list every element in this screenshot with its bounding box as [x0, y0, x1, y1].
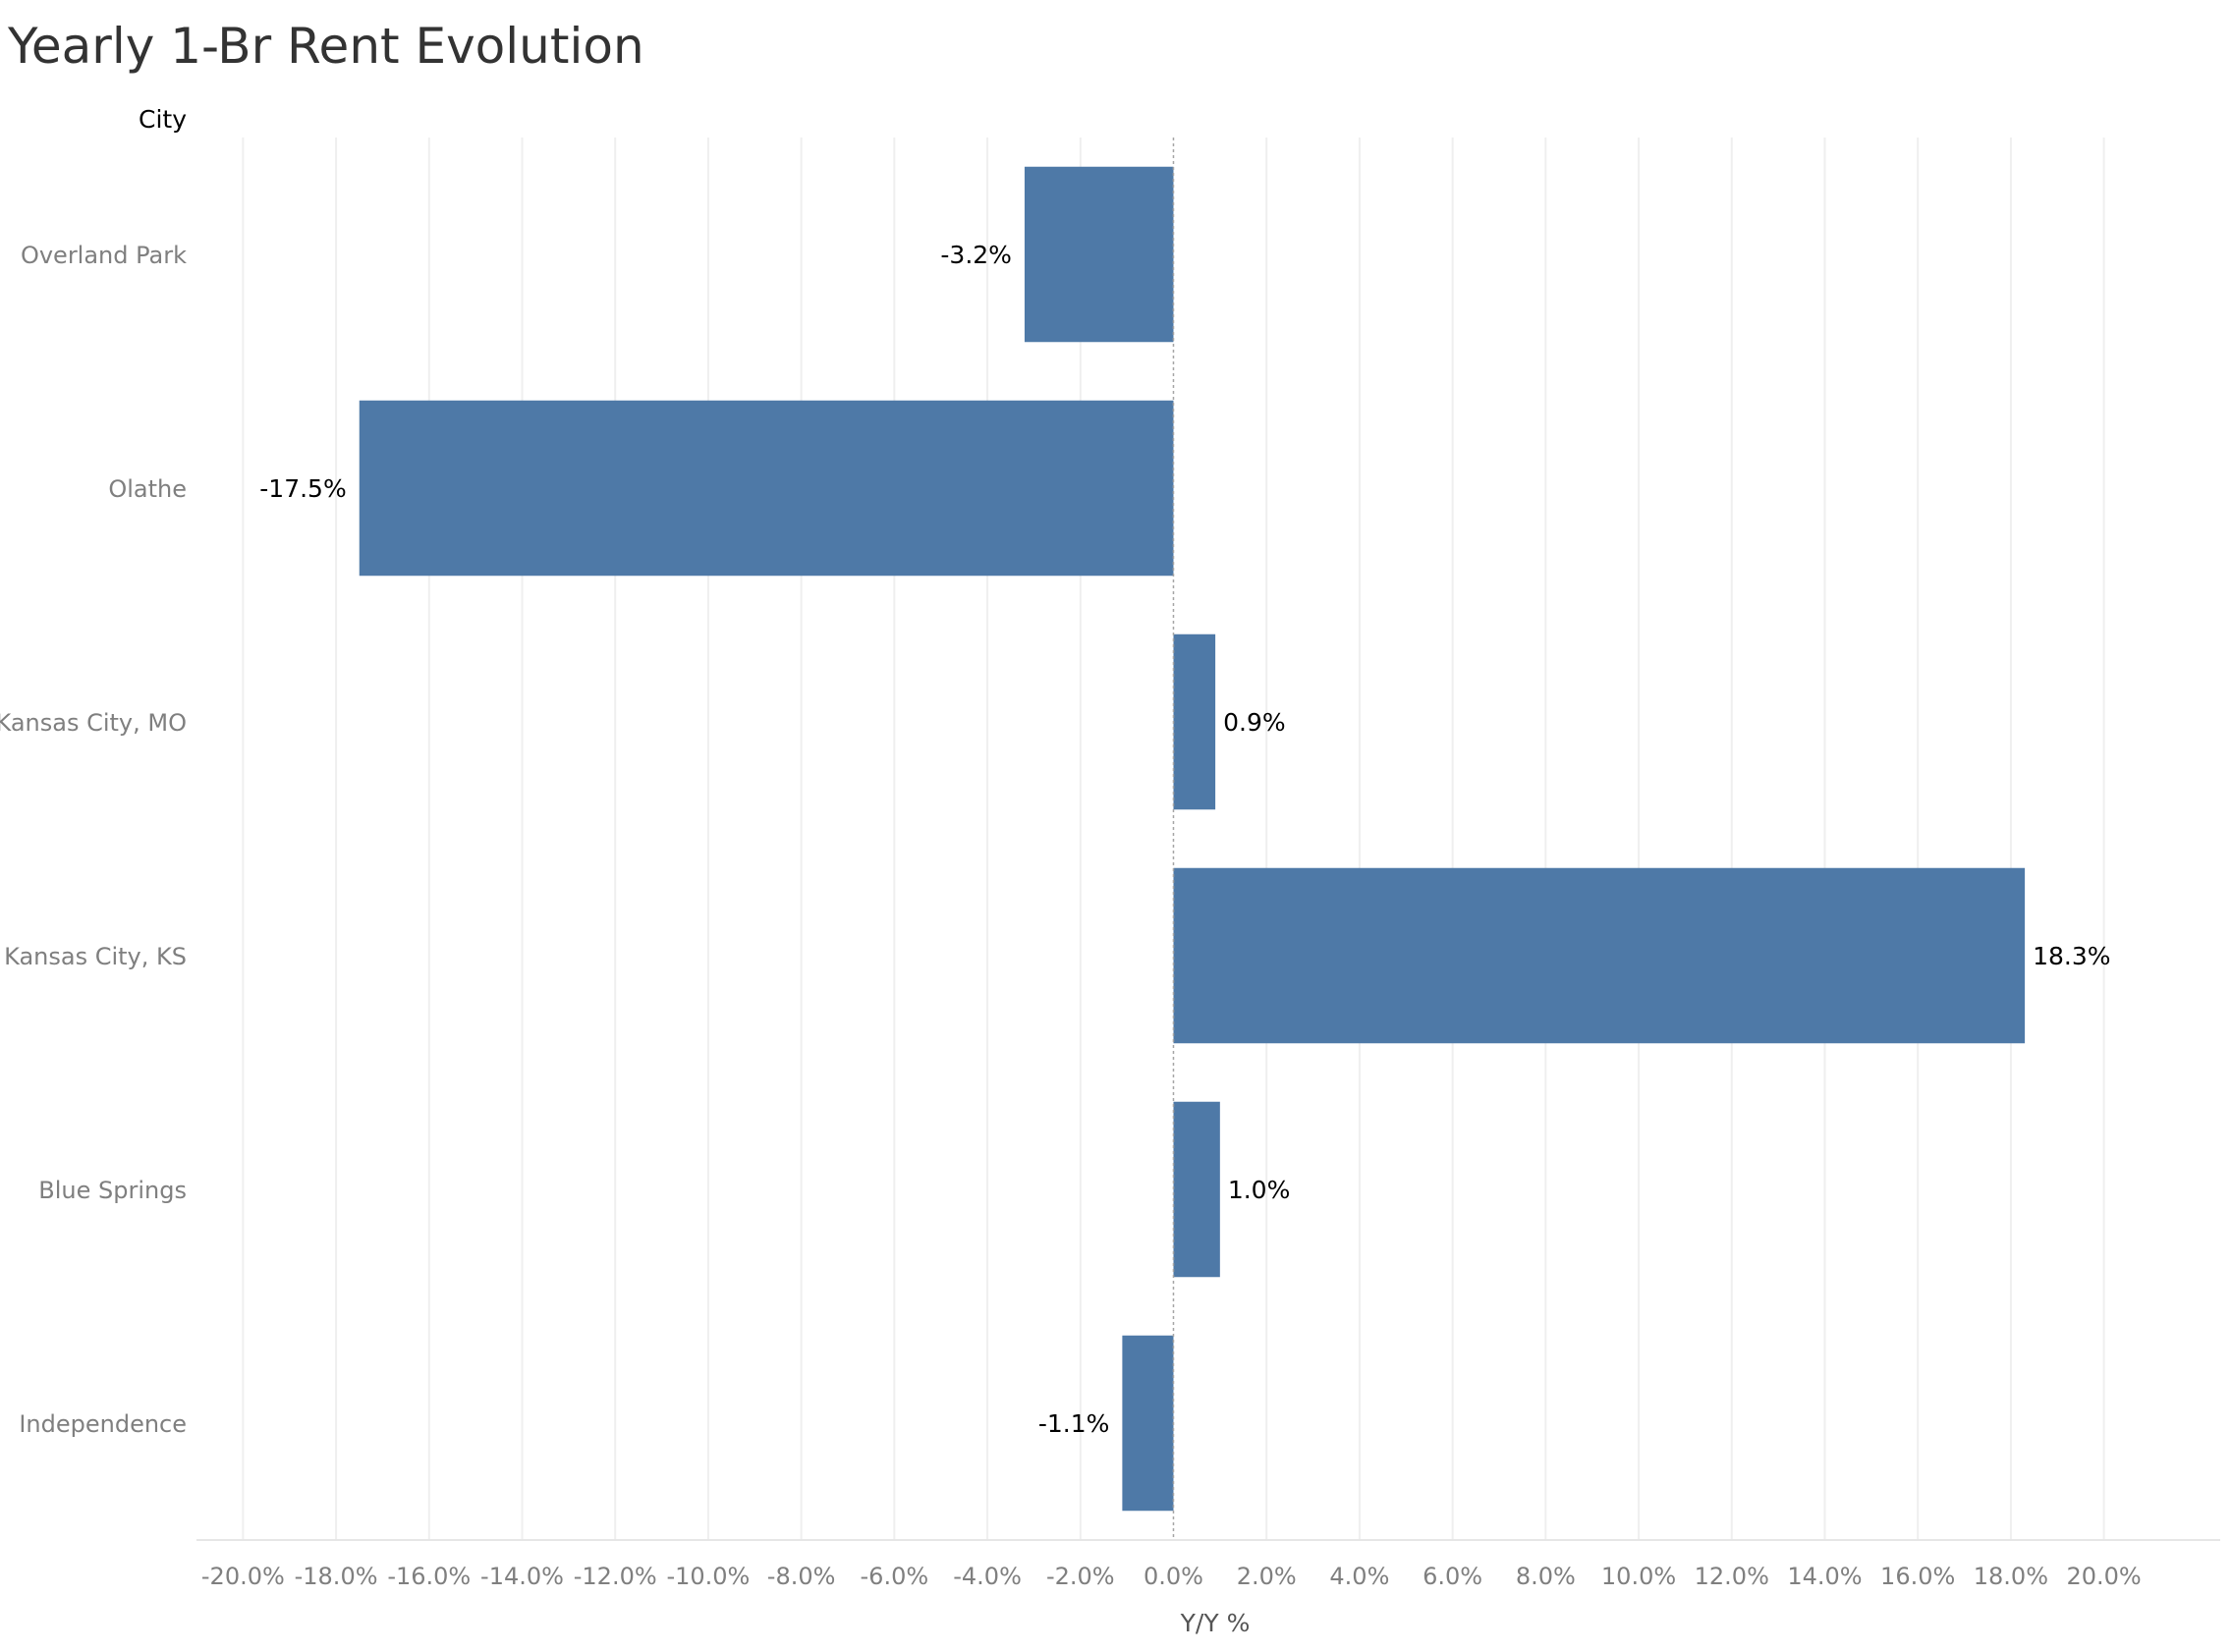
bar — [1173, 633, 1216, 810]
bar — [1173, 867, 2026, 1044]
x-tick-label: -4.0% — [953, 1563, 1022, 1590]
x-tick-label: -14.0% — [480, 1563, 564, 1590]
row-header-label: City — [139, 105, 187, 134]
bar — [1024, 166, 1174, 343]
x-tick-label: 16.0% — [1880, 1563, 1955, 1590]
data-label: -3.2% — [940, 241, 1012, 269]
bar — [1173, 1101, 1220, 1278]
x-tick-label: -12.0% — [574, 1563, 657, 1590]
x-tick-label: 12.0% — [1695, 1563, 1769, 1590]
x-tick-label: 4.0% — [1329, 1563, 1389, 1590]
x-tick-label: 2.0% — [1237, 1563, 1297, 1590]
x-tick-label: 20.0% — [2066, 1563, 2141, 1590]
x-tick-label: -20.0% — [201, 1563, 285, 1590]
category-labels: Overland Park Olathe Kansas City, MO Kansas… — [0, 242, 187, 1438]
data-label: 0.9% — [1223, 708, 1286, 737]
x-tick-label: 10.0% — [1601, 1563, 1676, 1590]
data-labels: -3.2% -17.5% 0.9% 18.3% 1.0% -1.1% — [259, 241, 2110, 1438]
bars — [359, 166, 2026, 1512]
x-tick-label: 8.0% — [1516, 1563, 1576, 1590]
x-axis-ticks: -20.0% -18.0% -16.0% -14.0% -12.0% -10.0% -8.0… — [201, 1563, 2142, 1590]
bar — [359, 400, 1174, 577]
x-tick-label: -18.0% — [295, 1563, 378, 1590]
x-axis-title: Y/Y % — [1180, 1609, 1251, 1637]
category-label: Independence — [19, 1410, 187, 1438]
x-tick-label: -10.0% — [666, 1563, 750, 1590]
data-label: 18.3% — [2033, 942, 2110, 970]
category-label: Kansas City, KS — [4, 943, 187, 970]
x-tick-label: 14.0% — [1787, 1563, 1862, 1590]
category-label: Kansas City, MO — [0, 709, 187, 737]
x-tick-label: 6.0% — [1423, 1563, 1482, 1590]
category-label: Overland Park — [21, 242, 187, 269]
category-label: Olathe — [108, 475, 187, 503]
x-tick-label: -16.0% — [387, 1563, 471, 1590]
x-tick-label: -6.0% — [861, 1563, 929, 1590]
chart-title: Yearly 1-Br Rent Evolution — [7, 18, 644, 75]
gridlines — [242, 138, 2105, 1540]
category-label: Blue Springs — [38, 1177, 187, 1204]
data-label: 1.0% — [1228, 1176, 1291, 1204]
data-label: -1.1% — [1038, 1409, 1110, 1438]
x-tick-label: -2.0% — [1046, 1563, 1115, 1590]
x-tick-label: 0.0% — [1144, 1563, 1203, 1590]
x-tick-label: 18.0% — [1974, 1563, 2048, 1590]
x-tick-label: -8.0% — [767, 1563, 836, 1590]
data-label: -17.5% — [259, 474, 346, 503]
bar — [1122, 1335, 1174, 1512]
